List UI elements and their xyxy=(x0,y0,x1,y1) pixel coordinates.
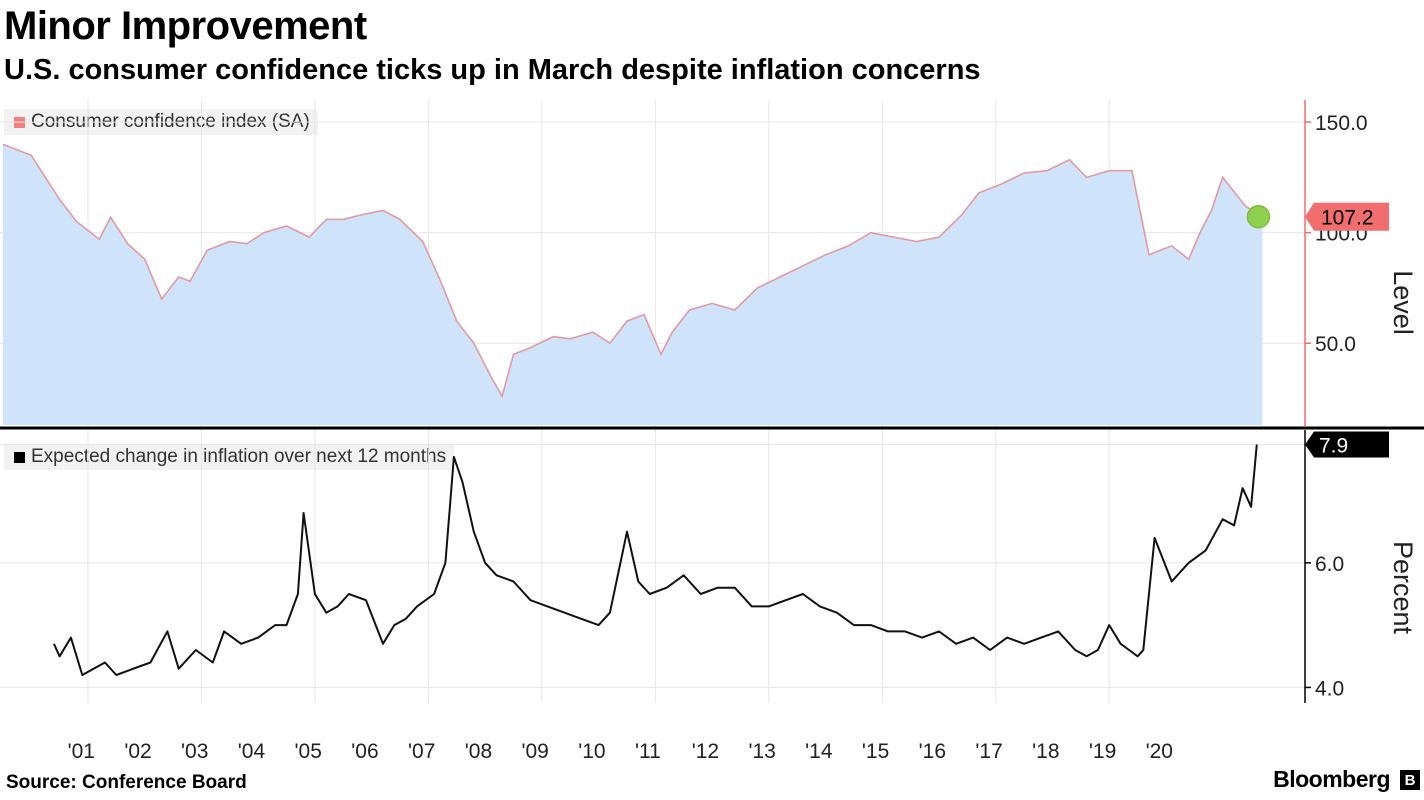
x-tick-label: '20 xyxy=(1146,740,1173,763)
x-tick-label: '09 xyxy=(521,740,548,763)
x-tick-label: '13 xyxy=(748,740,775,763)
x-tick-label: '01 xyxy=(68,740,95,763)
y-tick-label-top: 50.0 xyxy=(1315,333,1356,356)
brand-logo-icon: B xyxy=(1400,770,1420,790)
source-note: Source: Conference Board xyxy=(6,772,247,793)
x-tick-label: '07 xyxy=(408,740,435,763)
x-tick-label: '18 xyxy=(1032,740,1059,763)
y-tick-label-bottom: 4.0 xyxy=(1315,677,1344,700)
legend-label-confidence: Consumer confidence index (SA) xyxy=(31,111,310,132)
brand-wordmark: Bloomberg xyxy=(1273,766,1390,792)
legend-label-inflation: Expected change in inflation over next 1… xyxy=(31,446,447,467)
latest-callout-inflation-label: 7.9 xyxy=(1319,434,1348,457)
chart-subtitle: U.S. consumer confidence ticks up in Mar… xyxy=(4,54,981,86)
x-tick-label: '16 xyxy=(919,740,946,763)
x-tick-label: '06 xyxy=(351,740,378,763)
y-axis-title-top: Level xyxy=(1388,270,1418,335)
latest-value-marker xyxy=(1246,204,1271,229)
legend-inflation-expectations: Expected change in inflation over next 1… xyxy=(4,444,455,470)
x-tick-label: '12 xyxy=(692,740,719,763)
latest-callout-inflation xyxy=(1305,431,1389,458)
x-tick-label: '14 xyxy=(805,740,833,763)
y-tick-label-top: 150.0 xyxy=(1315,112,1368,135)
x-tick-label: '02 xyxy=(124,740,151,763)
x-tick-label: '03 xyxy=(181,740,208,763)
x-tick-label: '11 xyxy=(635,740,661,763)
x-tick-label: '04 xyxy=(238,740,266,763)
x-tick-label: '08 xyxy=(465,740,492,763)
chart-title: Minor Improvement xyxy=(4,4,367,48)
x-tick-label: '17 xyxy=(975,740,1002,763)
y-axis-title-bottom: Percent xyxy=(1388,541,1418,635)
latest-callout-confidence-label: 107.2 xyxy=(1321,207,1374,230)
legend-swatch-inflation-icon xyxy=(14,451,25,463)
x-tick-label: '19 xyxy=(1089,740,1116,763)
latest-callout-confidence xyxy=(1305,202,1389,231)
x-tick-label: '15 xyxy=(862,740,889,763)
x-tick-label: '10 xyxy=(578,740,605,763)
x-tick-label: '05 xyxy=(295,740,322,763)
y-tick-label-bottom: 6.0 xyxy=(1315,553,1344,576)
inflation-series-line xyxy=(52,444,1258,676)
confidence-area-fill xyxy=(2,144,1263,425)
confidence-series-line xyxy=(2,143,1263,399)
